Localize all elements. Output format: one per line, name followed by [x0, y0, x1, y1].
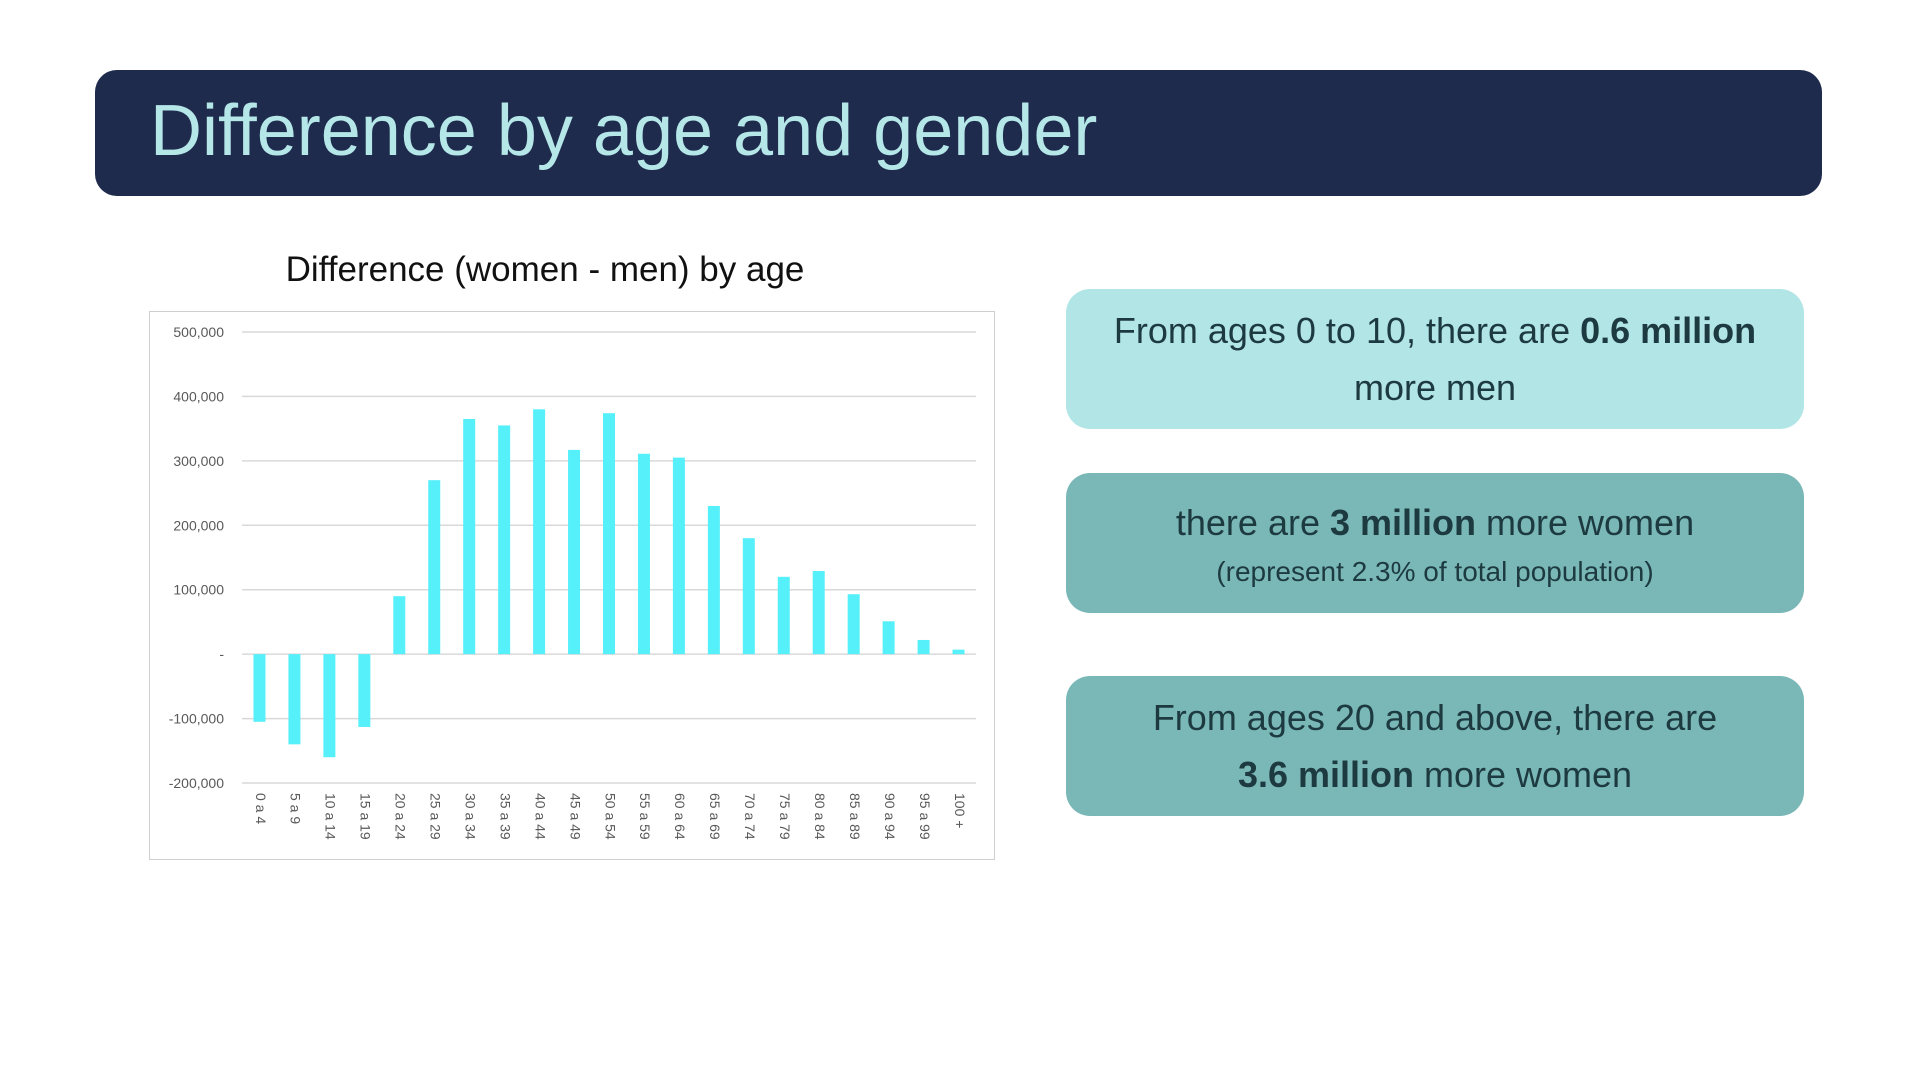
x-tick-label: 90 a 94 [882, 793, 898, 840]
x-tick-label: 45 a 49 [567, 793, 583, 840]
x-tick-label: 25 a 29 [428, 793, 444, 840]
bar-90-a-94 [882, 621, 895, 655]
bar-95-a-99 [917, 639, 930, 655]
card-text: more women [1413, 754, 1633, 795]
y-tick-label: 200,000 [173, 517, 224, 533]
card-women-total: there are 3 million more women (represen… [1066, 473, 1804, 613]
x-tick-label: 95 a 99 [917, 793, 933, 840]
card-highlight: 3 million [1329, 501, 1477, 543]
x-tick-label: 70 a 74 [742, 793, 758, 840]
chart-frame: 500,000 400,000 300,000 200,000 100,000 - -100… [149, 311, 995, 860]
card-men-0-10: From ages 0 to 10, there are 0.6 million… [1066, 289, 1804, 429]
bar-10-a-14 [323, 654, 336, 758]
bar-20-a-24 [393, 596, 406, 655]
card-text: more women [1476, 501, 1695, 543]
y-tick-label: 100,000 [173, 582, 224, 598]
x-tick-label: 80 a 84 [812, 793, 828, 840]
bar-0-a-4 [253, 654, 266, 722]
bar-70-a-74 [742, 538, 755, 655]
slide-title: Difference by age and gender [150, 91, 1098, 171]
y-tick-label: 400,000 [173, 388, 224, 404]
bar-30-a-34 [463, 418, 476, 655]
card-women-20-plus: From ages 20 and above, there are 3.6 mi… [1066, 676, 1804, 816]
x-tick-label: 20 a 24 [393, 793, 409, 840]
y-tick-label: - [219, 646, 224, 662]
bar-50-a-54 [603, 413, 615, 655]
bar-85-a-89 [847, 594, 860, 655]
bar-15-a-19 [358, 654, 371, 727]
card-line: From ages 0 to 10, there are 0.6 million [1114, 302, 1756, 359]
bar-55-a-59 [637, 453, 650, 655]
x-tick-label: 85 a 89 [847, 793, 863, 840]
bar-chart: 500,000 400,000 300,000 200,000 100,000 - -100… [169, 324, 976, 840]
bar-45-a-49 [568, 449, 581, 655]
card-subtext: (represent 2.3% of total population) [1216, 555, 1654, 587]
bar-80-a-84 [812, 571, 825, 655]
x-tick-label: 75 a 79 [777, 793, 793, 840]
x-tick-label: 55 a 59 [637, 793, 653, 840]
x-tick-label: 100 + [952, 793, 968, 828]
bar-40-a-44 [533, 409, 546, 655]
x-tick-label: 0 a 4 [253, 793, 269, 824]
bar-75-a-79 [777, 576, 790, 655]
bar-60-a-64 [672, 457, 685, 655]
chart-title: Difference (women - men) by age [285, 250, 805, 289]
card-line: From ages 20 and above, there are [1152, 697, 1718, 738]
x-tick-label: 65 a 69 [707, 793, 723, 840]
card-highlight: 3.6 million [1237, 754, 1414, 795]
y-tick-label: 500,000 [173, 324, 224, 340]
y-tick-label: 300,000 [173, 453, 224, 469]
x-tick-label: 10 a 14 [323, 793, 339, 840]
x-tick-label: 60 a 64 [672, 793, 688, 840]
card-highlight: 0.6 million [1580, 310, 1757, 351]
x-tick-label: 35 a 39 [497, 793, 513, 840]
bar-65-a-69 [707, 505, 720, 655]
bar-5-a-9 [288, 654, 301, 745]
y-tick-label: -100,000 [169, 711, 224, 727]
card-line-2: 3.6 million more women [1238, 746, 1632, 803]
card-text: there are [1175, 501, 1330, 543]
x-tick-label: 30 a 34 [462, 793, 478, 840]
y-tick-label: -200,000 [169, 775, 224, 791]
card-line: there are 3 million more women [1176, 494, 1694, 551]
x-tick-label: 50 a 54 [602, 793, 618, 840]
card-text: From ages 0 to 10, there are [1113, 310, 1581, 351]
bar-25-a-29 [428, 480, 441, 655]
title-bar: Difference by age and gender [95, 70, 1822, 196]
x-tick-label: 15 a 19 [358, 793, 374, 840]
bar-35-a-39 [498, 425, 511, 655]
x-tick-label: 5 a 9 [288, 793, 304, 824]
bar-100-plus [952, 649, 965, 655]
x-tick-label: 40 a 44 [532, 793, 548, 840]
card-line-2: more men [1353, 367, 1517, 408]
